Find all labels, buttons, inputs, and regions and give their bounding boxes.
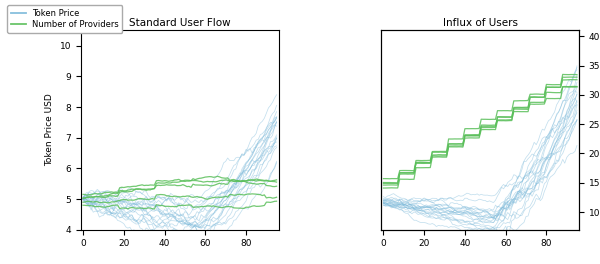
Title: Standard User Flow: Standard User Flow [129,18,230,28]
Legend: Token Price, Number of Providers: Token Price, Number of Providers [7,6,122,33]
Y-axis label: Token Price USD: Token Price USD [45,94,54,166]
Title: Influx of Users: Influx of Users [443,18,518,28]
